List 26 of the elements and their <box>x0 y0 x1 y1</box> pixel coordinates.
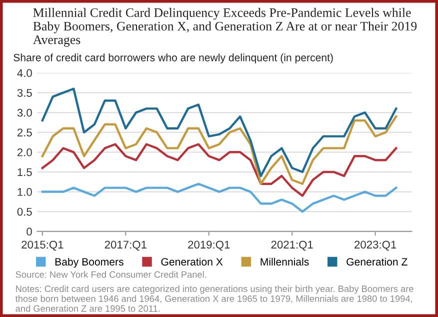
line-series <box>41 88 398 178</box>
y-tick-label: 1.0 <box>18 188 32 196</box>
line-series <box>41 115 398 185</box>
text: Notes: Credit card users are categorized into generations using their birth year. Baby Boomers are those born between 1946 and 1964, Generation X are 1965 to 1979, Millennials are 1980 to 1994, and Generation Z are 1995 to 2011. <box>15 285 414 312</box>
x-tick-label: 2023:Q1 <box>354 240 396 251</box>
y-tick-label: 1.5 <box>18 168 32 176</box>
y-tick-label: 3.0 <box>17 108 32 117</box>
y-tick-label: 2.0 <box>17 148 32 156</box>
line-series <box>41 182 398 213</box>
y-tick-label: 4.0 <box>17 69 32 78</box>
y-tick-label: 0 <box>26 228 32 236</box>
y-tick-label: 3.5 <box>17 88 32 97</box>
x-tick-label: 2019:Q1 <box>188 240 230 251</box>
legend-label: Baby Boomers <box>55 258 124 268</box>
x-tick-label: 2021:Q1 <box>271 240 313 251</box>
x-tick-label: 2017:Q1 <box>104 240 146 251</box>
y-tick-label: 0.5 <box>17 208 32 216</box>
legend-label: Generation Z <box>346 258 408 266</box>
y-axis-title: Share of credit card borrowers who are newly delinquent (in percent) <box>14 54 333 64</box>
source-note: Source: New York Fed Consumer Credit Panel. <box>16 271 206 278</box>
legend-label: Millennials <box>260 258 309 266</box>
line-series <box>41 143 398 197</box>
chart-title: Millennial Credit Card Delinquency Exceeds Pre-Pandemic Levels while Baby Boomers, Generation X, and Generation Z Are at or near Their 2019 Averages <box>32 8 417 47</box>
legend-label: Generation X <box>161 258 223 266</box>
y-tick-label: 2.5 <box>17 128 32 136</box>
x-tick-label: 2015:Q1 <box>22 240 64 251</box>
